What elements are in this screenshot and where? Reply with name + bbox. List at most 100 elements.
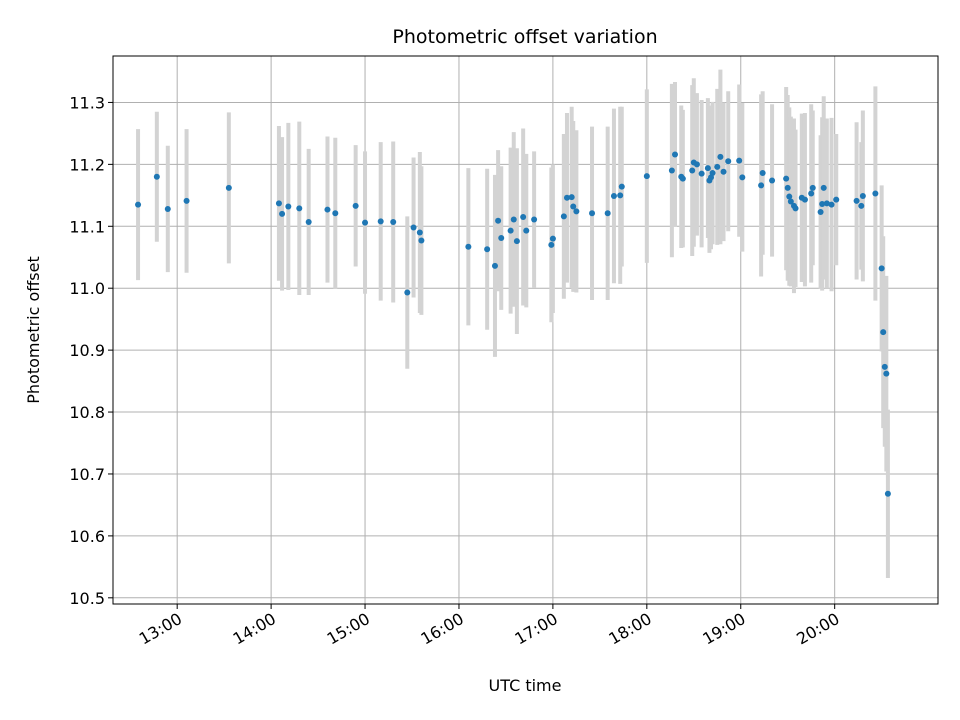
data-point (305, 218, 312, 225)
data-point (808, 190, 815, 197)
data-point (610, 192, 617, 199)
data-point (787, 198, 794, 205)
y-tick-label: 10.7 (69, 465, 105, 484)
data-point (809, 184, 816, 191)
data-point (792, 205, 799, 212)
data-point (769, 177, 776, 184)
data-point (783, 175, 790, 182)
data-point (604, 210, 611, 217)
data-point (878, 265, 885, 272)
data-point (507, 227, 514, 234)
data-point (279, 210, 286, 217)
data-point (758, 182, 765, 189)
plot-area-frame (112, 55, 939, 605)
data-point (225, 184, 232, 191)
data-point (704, 165, 711, 172)
data-points (135, 151, 891, 497)
data-point (820, 184, 827, 191)
data-point (880, 329, 887, 336)
data-point (275, 200, 282, 207)
data-point (739, 174, 746, 181)
data-point (183, 197, 190, 204)
chart-title: Photometric offset variation (392, 26, 657, 48)
data-point (819, 200, 826, 207)
data-point (853, 197, 860, 204)
data-point (833, 196, 840, 203)
data-point (495, 217, 502, 224)
data-point (858, 202, 865, 209)
data-point (679, 175, 686, 182)
data-point (164, 205, 171, 212)
data-point (617, 192, 624, 199)
data-point (784, 184, 791, 191)
data-point (362, 219, 369, 226)
data-point (736, 157, 743, 164)
y-axis-ticks: 10.5 10.6 10.7 10.8 10.9 11.0 11.1 11.2 11.3 (69, 93, 113, 608)
data-point (618, 183, 625, 190)
y-tick-label: 11.0 (69, 279, 105, 298)
data-point (884, 490, 891, 497)
data-point (589, 210, 596, 217)
data-point (573, 208, 580, 215)
data-point (484, 246, 491, 253)
data-point (520, 213, 527, 220)
data-point (513, 238, 520, 245)
data-point (725, 158, 732, 165)
data-point (883, 370, 890, 377)
data-point (296, 205, 303, 212)
data-point (823, 200, 830, 207)
data-point (548, 241, 555, 248)
data-point (491, 262, 498, 269)
data-point (377, 218, 384, 225)
data-point (693, 161, 700, 168)
data-point (828, 201, 835, 208)
data-point (563, 194, 570, 201)
data-point (465, 243, 472, 250)
y-tick-label: 10.6 (69, 527, 105, 546)
y-axis-title: Photometric offset (24, 256, 43, 404)
data-point (568, 194, 575, 201)
data-point (416, 229, 423, 236)
y-tick-label: 11.1 (69, 217, 105, 236)
data-point (859, 192, 866, 199)
data-point (332, 210, 339, 217)
data-point (531, 216, 538, 223)
data-point (786, 193, 793, 200)
data-point (135, 201, 142, 208)
data-point (689, 167, 696, 174)
x-axis-title: UTC time (489, 676, 562, 695)
data-point (672, 151, 679, 158)
data-point (153, 173, 160, 180)
y-tick-label: 10.8 (69, 403, 105, 422)
data-point (570, 203, 577, 210)
data-point (418, 237, 425, 244)
data-point (720, 168, 727, 175)
data-point (643, 173, 650, 180)
data-point (872, 190, 879, 197)
data-point (324, 206, 331, 213)
data-point (510, 216, 517, 223)
y-tick-label: 11.3 (69, 93, 105, 112)
data-point (549, 235, 556, 242)
data-point (817, 209, 824, 216)
data-point (410, 224, 417, 231)
data-point (698, 170, 705, 177)
y-tick-label: 11.2 (69, 155, 105, 174)
data-point (404, 289, 411, 296)
y-tick-label: 10.5 (69, 589, 105, 608)
data-point (390, 218, 397, 225)
data-point (881, 363, 888, 370)
data-point (801, 196, 808, 203)
y-tick-label: 10.9 (69, 341, 105, 360)
data-point (668, 167, 675, 174)
data-point (717, 153, 724, 160)
data-point (560, 213, 567, 220)
data-point (285, 203, 292, 210)
data-point (709, 170, 716, 177)
data-point (714, 163, 721, 170)
data-point (352, 202, 359, 209)
data-point (498, 235, 505, 242)
data-point (759, 170, 766, 177)
data-point (523, 227, 530, 234)
